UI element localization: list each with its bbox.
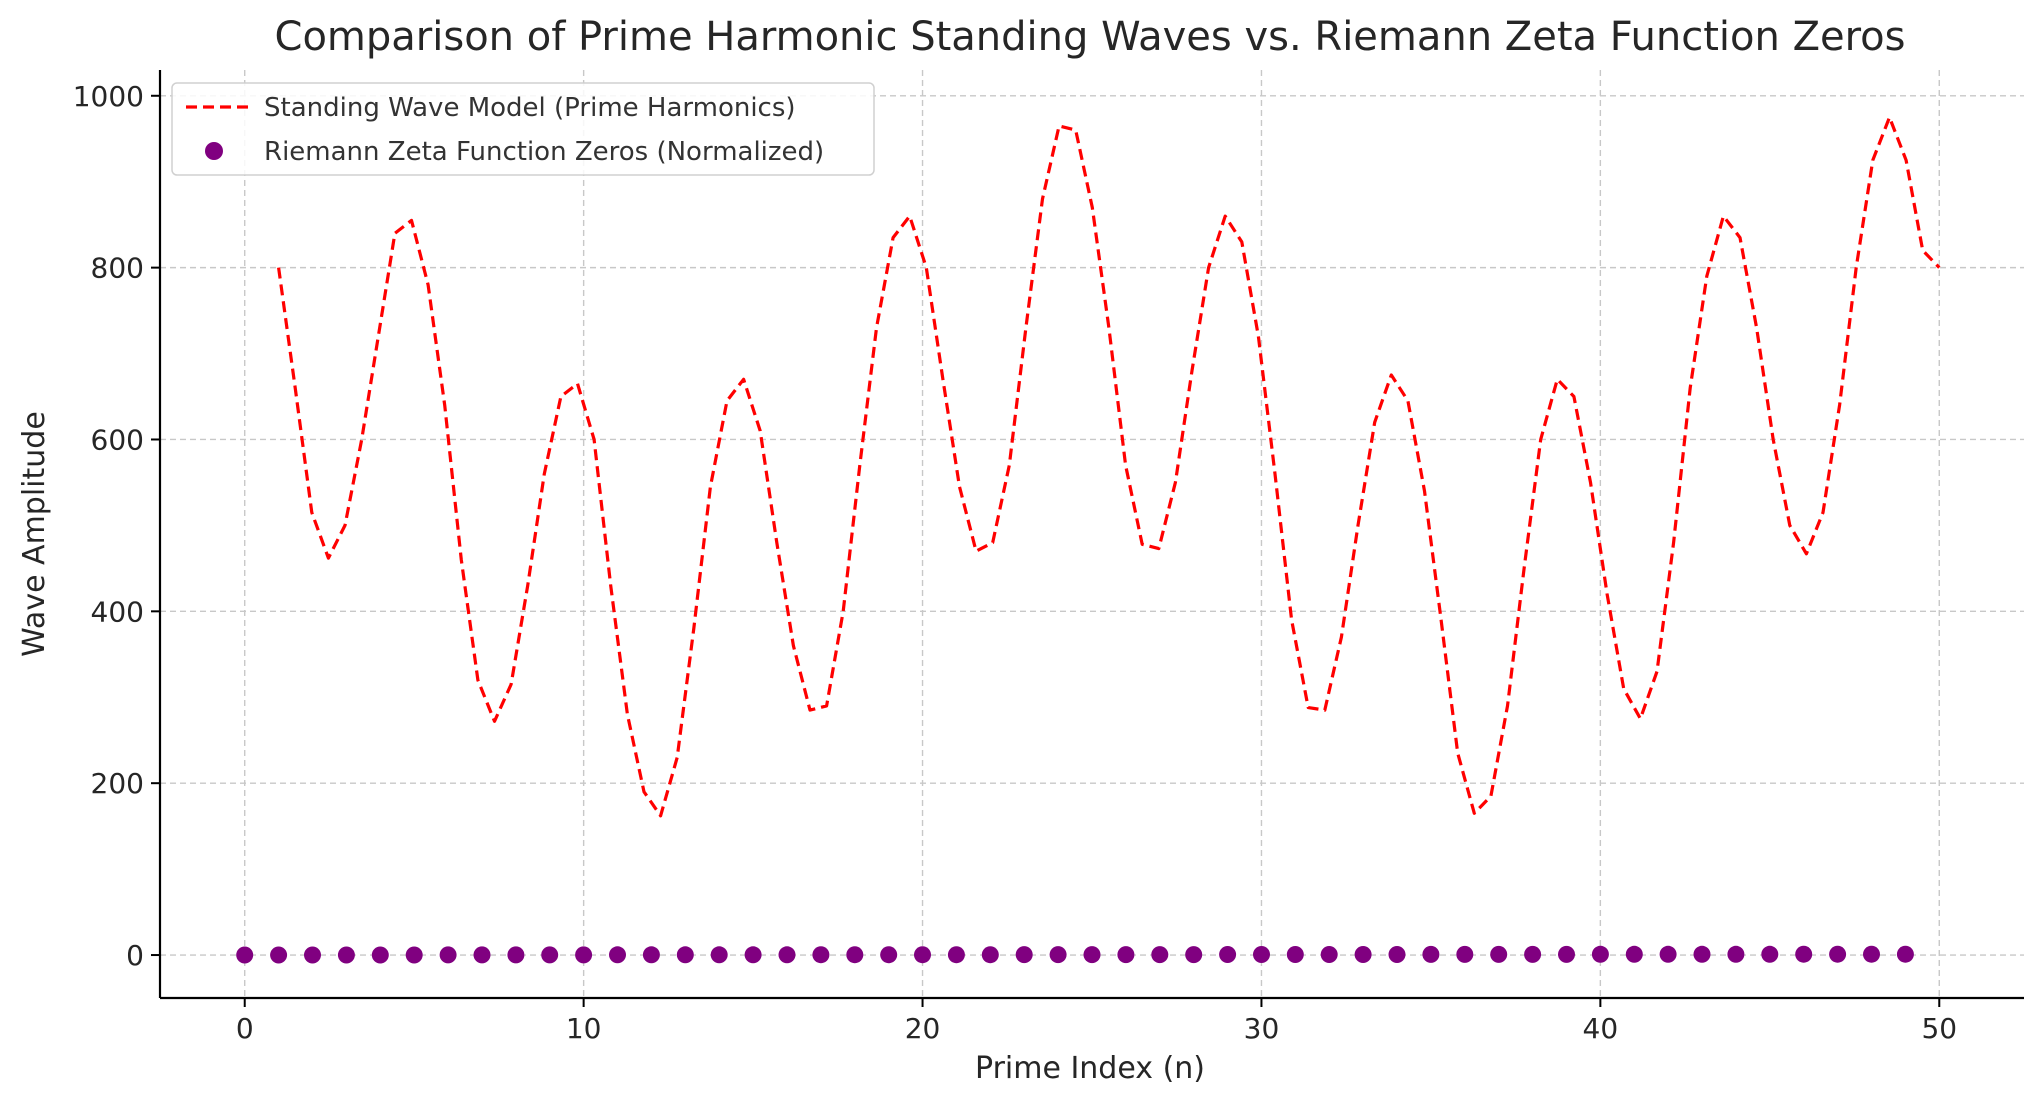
axes-spines — [158, 70, 2024, 1000]
zeta-zero-point — [371, 946, 389, 964]
x-tick-label: 0 — [236, 1012, 254, 1045]
zeta-zero-point — [812, 946, 830, 964]
y-tick-label: 200 — [91, 767, 144, 800]
legend-frame — [171, 82, 875, 176]
zeta-zero-point — [1083, 946, 1101, 964]
x-tick-label: 50 — [1921, 1012, 1957, 1045]
zeta-zero-point — [609, 946, 626, 964]
legend: Standing Wave Model (Prime Harmonics) Ri… — [171, 82, 875, 176]
zeta-zero-point — [1219, 946, 1237, 963]
zeta-zero-point — [1896, 945, 1914, 963]
zeta-zero-point — [1151, 946, 1169, 964]
legend-marker-swatch — [205, 142, 223, 160]
zeta-zero-point — [1727, 945, 1745, 963]
zeta-zero-point — [304, 946, 321, 964]
standing-wave-line — [277, 115, 1941, 818]
zeta-zeros-points — [236, 945, 1914, 964]
zeta-zero-point — [270, 946, 288, 964]
zeta-zero-point — [914, 946, 931, 964]
legend-entry-standing-wave: Standing Wave Model (Prime Harmonics) — [264, 93, 796, 123]
x-axis-ticks: 0 10 20 30 40 50 — [236, 998, 1957, 1045]
y-tick-label: 0 — [126, 939, 144, 972]
y-tick-label: 1000 — [73, 80, 144, 113]
zeta-zero-point — [405, 946, 423, 964]
y-axis-ticks: 0 200 400 600 800 1000 — [73, 80, 160, 972]
x-tick-label: 40 — [1583, 1012, 1619, 1045]
chart-title: Comparison of Prime Harmonic Standing Wa… — [275, 14, 1906, 60]
zeta-zero-point — [1286, 946, 1304, 963]
zeta-zero-point — [880, 946, 898, 964]
zeta-zero-point — [1829, 945, 1847, 963]
zeta-zero-point — [1049, 946, 1067, 964]
legend-entry-zeta-zeros: Riemann Zeta Function Zeros (Normalized) — [264, 137, 824, 167]
zeta-zero-point — [1354, 946, 1372, 963]
zeta-zero-point — [1422, 945, 1440, 963]
zeta-zero-point — [1659, 945, 1677, 963]
zeta-zero-point — [1625, 945, 1643, 963]
zeta-zero-point — [778, 946, 796, 964]
zeta-zero-point — [1253, 946, 1270, 963]
zeta-zero-point — [1015, 946, 1033, 964]
y-tick-label: 600 — [91, 423, 144, 456]
zeta-zero-point — [1863, 945, 1880, 963]
zeta-zero-point — [1185, 946, 1203, 964]
zeta-zero-point — [541, 946, 559, 964]
zeta-zero-point — [1693, 945, 1711, 963]
zeta-zero-point — [236, 946, 254, 964]
zeta-zero-point — [642, 946, 660, 964]
zeta-zero-point — [710, 946, 728, 964]
zeta-zero-point — [744, 946, 762, 964]
zeta-zero-point — [1490, 945, 1508, 963]
zeta-zero-point — [947, 946, 965, 964]
zeta-zero-point — [1388, 946, 1406, 963]
zeta-zero-point — [1761, 945, 1779, 963]
zeta-zero-point — [575, 946, 593, 964]
x-tick-label: 20 — [905, 1012, 941, 1045]
zeta-zero-point — [1320, 946, 1338, 963]
y-axis-label: Wave Amplitude — [17, 411, 52, 657]
x-axis-label: Prime Index (n) — [975, 1051, 1205, 1086]
zeta-zero-point — [676, 946, 694, 964]
zeta-zero-point — [1591, 945, 1609, 963]
zeta-zero-point — [337, 946, 355, 964]
grid — [160, 70, 2024, 998]
y-tick-label: 400 — [91, 595, 144, 628]
zeta-zero-point — [1795, 945, 1813, 963]
zeta-zero-point — [1524, 945, 1542, 963]
zeta-zero-point — [1558, 945, 1575, 963]
zeta-zero-point — [1117, 946, 1135, 964]
x-tick-label: 30 — [1244, 1012, 1280, 1045]
zeta-zero-point — [846, 946, 864, 964]
x-tick-label: 10 — [566, 1012, 602, 1045]
zeta-zero-point — [1456, 945, 1474, 963]
zeta-zero-point — [507, 946, 525, 964]
zeta-zero-point — [981, 946, 999, 964]
zeta-zero-point — [473, 946, 491, 964]
y-tick-label: 800 — [91, 252, 144, 285]
zeta-zero-point — [439, 946, 457, 964]
